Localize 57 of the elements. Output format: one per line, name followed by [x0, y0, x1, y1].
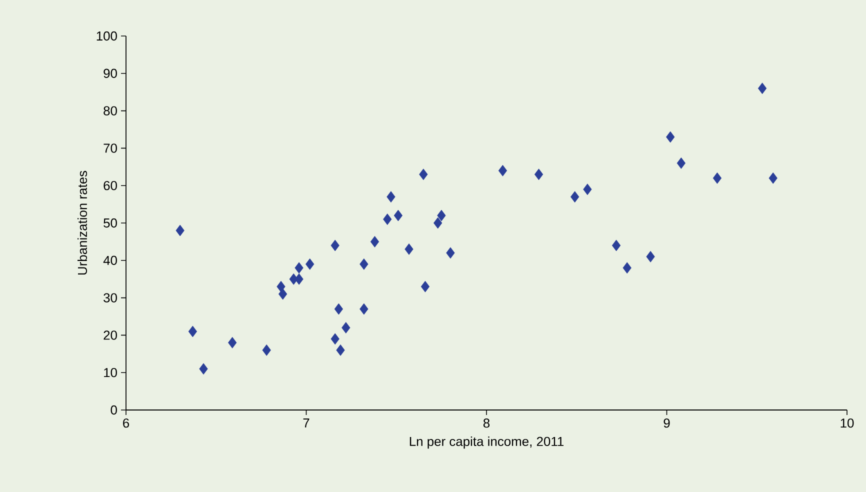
point — [534, 168, 544, 180]
y-axis-title: Urbanization rates — [78, 170, 88, 275]
point — [262, 344, 271, 356]
point — [330, 240, 340, 252]
x-tick-label: 8 — [483, 418, 490, 428]
point — [437, 210, 446, 222]
point — [666, 131, 675, 143]
point — [404, 243, 414, 255]
x-tick-label: 6 — [123, 418, 130, 428]
point — [383, 214, 392, 225]
y-tick-label: 90 — [104, 68, 117, 78]
point — [498, 164, 508, 176]
point — [386, 191, 396, 203]
point — [394, 210, 403, 222]
point — [199, 363, 208, 375]
y-tick-label: 20 — [104, 330, 117, 340]
y-tick-label: 60 — [104, 181, 117, 190]
point — [370, 236, 380, 248]
point — [646, 250, 655, 262]
point — [419, 168, 428, 180]
point — [336, 344, 345, 356]
point — [276, 280, 286, 292]
point — [330, 333, 340, 345]
y-tick-label: 30 — [104, 293, 117, 302]
point — [294, 262, 304, 274]
point — [228, 336, 237, 348]
y-tick-label: 70 — [104, 144, 117, 153]
point — [294, 273, 304, 285]
point — [176, 224, 184, 236]
point — [342, 322, 350, 334]
x-tick-label: 10 — [840, 418, 854, 428]
y-tick-label: 40 — [103, 256, 117, 265]
point — [446, 247, 455, 259]
x-axis-title: Ln per capita income, 2011 — [410, 436, 564, 449]
point — [278, 288, 288, 300]
point — [622, 262, 632, 274]
y-tick-label: 50 — [104, 218, 117, 228]
point — [188, 326, 198, 338]
point — [420, 280, 430, 292]
point — [570, 191, 580, 203]
point — [334, 303, 344, 315]
point — [758, 82, 767, 94]
point — [360, 258, 368, 270]
point — [768, 172, 778, 184]
x-tick-label: 7 — [303, 418, 310, 428]
y-tick-label: 10 — [104, 368, 117, 378]
point — [306, 258, 314, 270]
point — [712, 172, 722, 184]
y-tick-label: 80 — [104, 106, 117, 116]
y-tick-label: 0 — [110, 405, 117, 415]
point — [583, 184, 592, 196]
point — [434, 217, 442, 229]
point — [676, 157, 686, 169]
x-tick-label: 9 — [664, 418, 670, 428]
point — [612, 240, 621, 252]
point — [360, 303, 368, 315]
y-tick-label: 100 — [96, 31, 117, 41]
